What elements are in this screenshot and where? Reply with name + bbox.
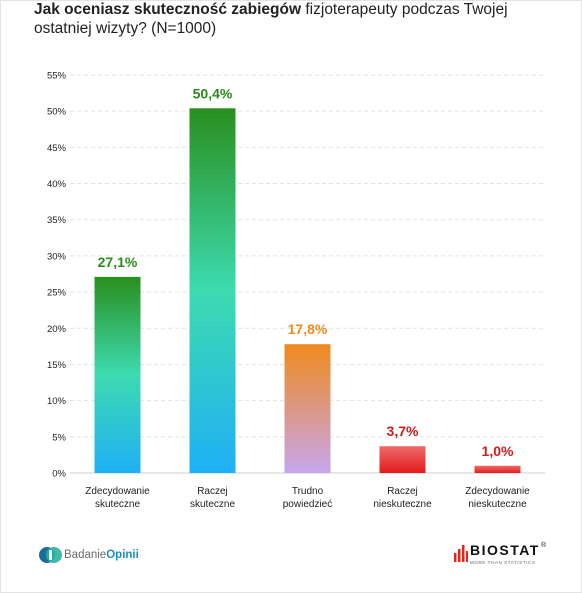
biostat-logo-registered: ® <box>541 542 547 549</box>
badanie-opinii-logo-word-2: Opinii <box>106 549 139 561</box>
x-tick-label: nieskuteczne <box>373 499 432 510</box>
x-tick-label: Raczej <box>197 486 228 497</box>
data-label: 17,8% <box>288 321 328 337</box>
badanie-opinii-logo: Badanie Opinii <box>38 544 139 566</box>
y-axis-ticks: 0% 5% 10% 15% 20% 25% 30% 35% 40% 45% 50% 55% <box>47 71 67 480</box>
data-labels: 27,1% 50,4% 17,8% 3,7% 1,0% <box>98 85 514 458</box>
data-label: 27,1% <box>98 254 138 270</box>
bar <box>94 276 141 473</box>
data-label: 3,7% <box>387 423 419 439</box>
x-tick-label: Trudno <box>292 486 324 497</box>
badanie-opinii-logo-icon <box>39 547 62 563</box>
biostat-logo-bars-icon <box>454 545 468 562</box>
bar <box>379 446 426 473</box>
badanie-opinii-logo-word-1: Badanie <box>64 549 107 561</box>
data-label: 1,0% <box>482 443 514 459</box>
y-tick-label: 25% <box>47 288 67 299</box>
y-tick-label: 15% <box>47 360 67 371</box>
bars <box>94 108 521 474</box>
x-tick-label: Zdecydowanie <box>465 486 530 497</box>
y-tick-label: 30% <box>47 251 67 262</box>
x-tick-label: nieskuteczne <box>468 499 527 510</box>
biostat-logo-subtitle: MORE THAN STATISTICS <box>470 560 536 565</box>
y-tick-label: 10% <box>47 396 67 407</box>
y-tick-label: 5% <box>52 432 66 443</box>
biostat-logo-word: BIOSTAT <box>470 542 540 558</box>
bar-chart: 0% 5% 10% 15% 20% 25% 30% 35% 40% 45% 50% 55% 27,1%… <box>47 71 545 510</box>
x-tick-label: skuteczne <box>95 499 140 510</box>
y-tick-label: 35% <box>47 215 67 226</box>
x-tick-label: Zdecydowanie <box>85 486 150 497</box>
chart-title-bold: Jak oceniasz skuteczność zabiegów <box>34 1 302 18</box>
bar <box>284 344 331 473</box>
x-tick-label: skuteczne <box>190 499 235 510</box>
x-tick-label: Raczej <box>387 486 418 497</box>
x-axis-ticks: Zdecydowanie skuteczne Raczej skuteczne Trud… <box>85 486 530 510</box>
y-tick-label: 45% <box>47 143 67 154</box>
y-tick-label: 0% <box>52 469 66 480</box>
x-tick-label: powiedzieć <box>283 499 332 510</box>
y-tick-label: 50% <box>47 107 67 118</box>
chart-title: Jak oceniasz skuteczność zabiegów fizjot… <box>34 0 554 38</box>
bar <box>189 108 236 474</box>
grid-lines <box>70 74 545 474</box>
y-tick-label: 40% <box>47 179 67 190</box>
y-tick-label: 55% <box>47 71 67 82</box>
y-tick-label: 20% <box>47 324 67 335</box>
data-label: 50,4% <box>193 85 233 101</box>
chart-title-rest: fizjoterapeuty podczas Twojej ostatniej … <box>34 1 508 37</box>
bar <box>474 465 521 473</box>
